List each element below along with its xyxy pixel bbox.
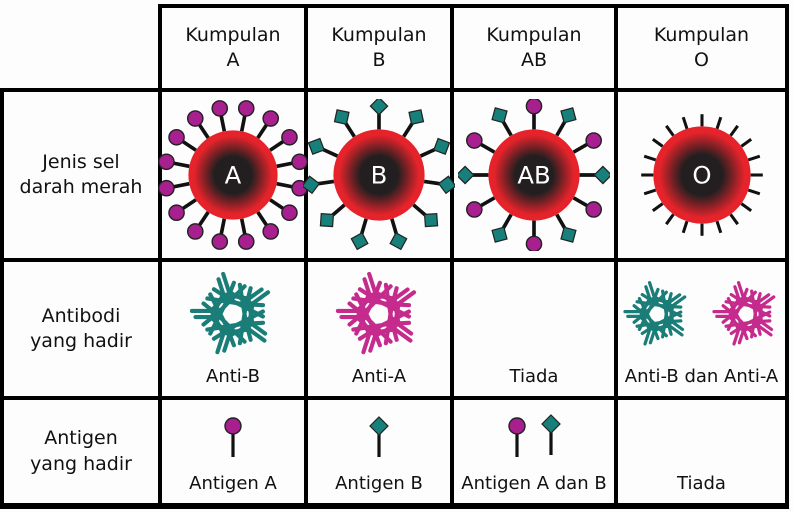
grid-line xyxy=(0,88,789,92)
row-label-antibodies: Antibodi yang hadir xyxy=(4,262,158,396)
rbc-letter: AB xyxy=(517,161,550,190)
cell-antigen-ab: Antigen A dan B xyxy=(454,400,614,503)
antigen-b-icon xyxy=(541,413,561,455)
antibody-anti-a-icon xyxy=(335,271,417,355)
grid-line xyxy=(158,4,162,509)
cell-antibody-a: Anti-B xyxy=(162,262,304,396)
red-blood-cell-ab-icon: AB xyxy=(458,99,610,251)
grid-line xyxy=(785,4,789,509)
antigen-figures xyxy=(363,400,395,473)
grid-line xyxy=(158,4,789,8)
antigen-label: Tiada xyxy=(677,473,726,494)
antigen-a-icon xyxy=(508,416,526,457)
antibody-figures xyxy=(162,262,304,366)
cell-antibody-b: Anti-A xyxy=(308,262,450,396)
antibody-label: Tiada xyxy=(509,366,559,387)
rbc-letter: A xyxy=(225,161,242,190)
antibody-figures xyxy=(454,262,614,366)
antibody-anti-b-icon xyxy=(623,280,687,346)
header-label: Kumpulan AB xyxy=(486,23,582,71)
red-blood-cell-b-icon: B xyxy=(303,99,455,251)
grid-line xyxy=(614,4,618,509)
header-label: Kumpulan O xyxy=(653,23,750,71)
header-kumpulan-o: Kumpulan O xyxy=(618,8,785,88)
antibody-label: Anti-B dan Anti-A xyxy=(624,366,779,387)
header-kumpulan-b: Kumpulan B xyxy=(308,8,450,88)
row-label-red-cell-type: Jenis sel darah merah xyxy=(4,92,158,258)
grid-line xyxy=(450,4,454,509)
cell-rbc-o: O xyxy=(618,92,785,258)
cell-antibody-o: Anti-B dan Anti-A xyxy=(618,262,785,396)
header-kumpulan-a: Kumpulan A xyxy=(162,8,304,88)
row-label-text: Antibodi yang hadir xyxy=(30,304,132,352)
rbc-letter: O xyxy=(692,161,711,190)
row-label-antigens: Antigen yang hadir xyxy=(4,400,158,503)
antigen-figures xyxy=(501,400,567,473)
antibody-figures xyxy=(308,262,450,366)
antigen-label: Antigen B xyxy=(335,473,423,494)
cell-rbc-b: B xyxy=(303,92,455,258)
antigen-figures xyxy=(217,400,249,473)
antigen-b-icon xyxy=(369,415,389,457)
antibody-anti-a-icon xyxy=(711,280,775,346)
antigen-a-icon xyxy=(224,416,242,457)
grid-line xyxy=(0,396,789,400)
header-label: Kumpulan A xyxy=(185,23,281,71)
grid-line xyxy=(0,503,789,509)
grid-line xyxy=(0,88,4,509)
antibody-label: Anti-A xyxy=(351,366,407,387)
antibody-anti-b-icon xyxy=(189,271,271,355)
cell-antigen-b: Antigen B xyxy=(308,400,450,503)
red-blood-cell-o-icon: O xyxy=(640,114,763,236)
grid-line xyxy=(304,4,308,509)
cell-antigen-o: Tiada xyxy=(618,400,785,503)
antigen-label: Antigen A xyxy=(189,473,277,494)
grid-line xyxy=(0,258,789,262)
antibody-label: Anti-B xyxy=(206,366,260,387)
antibody-figures xyxy=(618,262,785,366)
cell-rbc-ab: AB xyxy=(454,92,614,258)
header-kumpulan-ab: Kumpulan AB xyxy=(454,8,614,88)
cell-antibody-ab: Tiada xyxy=(454,262,614,396)
header-label: Kumpulan B xyxy=(331,23,427,71)
cell-rbc-a: A xyxy=(158,92,308,258)
rbc-letter: B xyxy=(371,161,388,190)
red-blood-cell-a-icon: A xyxy=(158,100,308,250)
row-label-text: Antigen yang hadir xyxy=(30,427,132,475)
antigen-label: Antigen A dan B xyxy=(461,473,607,494)
cell-antigen-a: Antigen A xyxy=(162,400,304,503)
row-label-text: Jenis sel darah merah xyxy=(19,150,143,198)
